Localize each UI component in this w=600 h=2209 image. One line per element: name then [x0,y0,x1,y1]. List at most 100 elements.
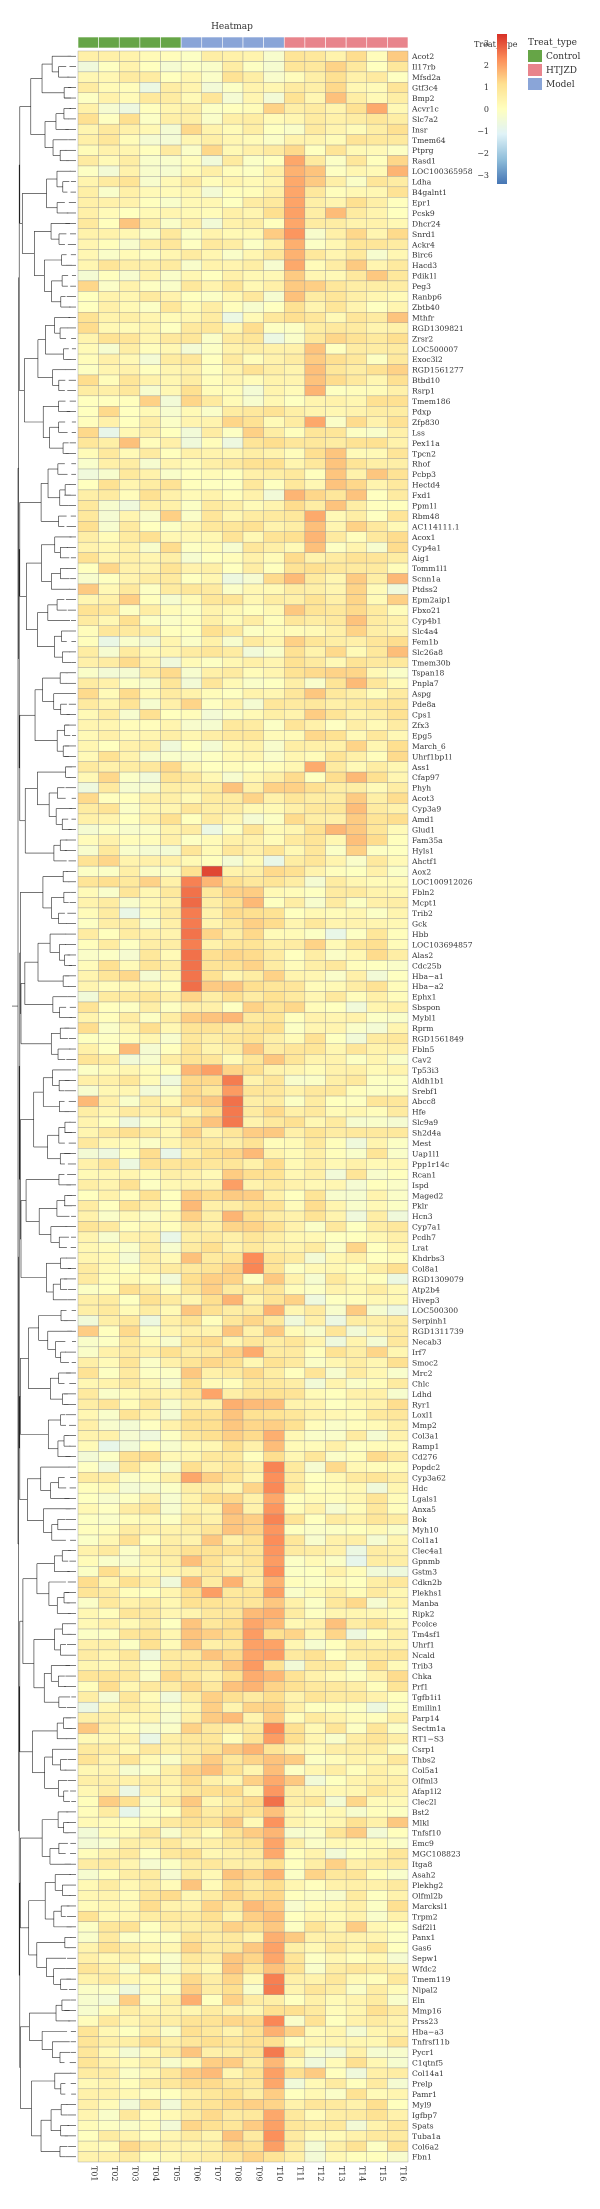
heatmap-cell [119,1994,141,2006]
heatmap-cell [77,82,99,94]
heatmap-cell [366,521,388,532]
heatmap-cell [180,312,202,323]
heatmap-cell [139,1263,161,1274]
heatmap-cell [325,364,347,376]
heatmap-cell [263,134,285,146]
heatmap-cell [119,1566,141,1577]
heatmap-cell [98,1085,120,1097]
heatmap-cell [366,698,388,710]
heatmap-cell [77,1994,99,2006]
heatmap-cell [201,1273,223,1285]
heatmap-cell [325,2151,347,2163]
heatmap-cell [180,1921,202,1933]
heatmap-cell [325,1545,347,1557]
heatmap-cell [325,510,347,522]
heatmap-cell [325,2130,347,2142]
heatmap-cell [366,1074,388,1086]
heatmap-cell [284,1304,306,1316]
heatmap-cell [387,1158,409,1170]
heatmap-cell [180,1764,202,1776]
heatmap-cell [222,2036,244,2048]
heatmap-cell [284,103,306,114]
row-label: Loxl1 [412,1411,433,1420]
heatmap-cell [139,918,161,930]
heatmap-cell [304,656,326,668]
heatmap-cell [284,1033,306,1044]
row-label: RT1−S3 [412,1735,444,1744]
heatmap-cell [222,1722,244,1734]
heatmap-cell [201,2109,223,2121]
heatmap-cell [222,1231,244,1243]
heatmap-cell [160,959,182,971]
row-label: Gstm3 [412,1567,437,1576]
heatmap-cell [139,1440,161,1452]
heatmap-cell [98,1054,120,1065]
heatmap-cell [201,479,223,491]
heatmap-cell [160,1503,182,1515]
heatmap-cell [304,740,326,752]
heatmap-cell [345,385,367,397]
heatmap-cell [387,918,409,930]
heatmap-cell [387,1931,409,1943]
heatmap-cell [284,1085,306,1097]
heatmap-cell [77,1722,99,1734]
heatmap-cell [263,1409,285,1421]
heatmap-cell [98,1273,120,1285]
heatmap-cell [366,1064,388,1076]
heatmap-cell [180,1639,202,1651]
heatmap-cell [284,782,306,794]
heatmap-cell [77,761,99,773]
heatmap-cell [242,1754,264,1766]
heatmap-cell [201,500,223,512]
heatmap-cell [119,1001,141,1013]
heatmap-cell [119,928,141,940]
heatmap-cell [77,2036,99,2048]
heatmap-cell [242,1816,264,1828]
heatmap-cell [201,2099,223,2110]
heatmap-cell [345,280,367,292]
heatmap-cell [345,1012,367,1024]
heatmap-cell [160,1074,182,1086]
heatmap-cell [304,1984,326,1995]
heatmap-cell [139,2130,161,2142]
heatmap-cell [263,395,285,407]
column-label: T02 [110,2166,119,2182]
heatmap-cell [387,2099,409,2110]
heatmap-cell [242,1712,264,1724]
heatmap-cell [119,1085,141,1097]
heatmap-cell [242,1440,264,1452]
heatmap-cell [304,1169,326,1180]
row-label: Myh10 [412,1526,439,1535]
heatmap-cell [304,970,326,982]
heatmap-cell [304,1189,326,1201]
heatmap-cell [387,876,409,888]
heatmap-cell [139,1869,161,1881]
heatmap-cell [263,2057,285,2069]
heatmap-cell [242,646,264,658]
heatmap-cell [98,1263,120,1274]
heatmap-cell [366,343,388,355]
heatmap-cell [77,489,99,501]
heatmap-cell [345,928,367,940]
heatmap-cell [263,1775,285,1786]
heatmap-cell [98,343,120,355]
heatmap-cell [222,521,244,532]
heatmap-cell [160,845,182,856]
heatmap-cell [345,2046,367,2058]
heatmap-cell [201,71,223,83]
heatmap-cell [139,50,161,62]
heatmap-cell [180,2057,202,2069]
heatmap-cell [263,1283,285,1295]
heatmap-cell [77,771,99,783]
heatmap-cell [139,1566,161,1577]
heatmap-cell [304,1095,326,1107]
heatmap-cell [160,50,182,62]
heatmap-cell [345,1033,367,1044]
heatmap-cell [345,1754,367,1766]
row-label: Lss [412,428,425,437]
row-label: Tmem64 [412,136,446,145]
heatmap-cell [284,1179,306,1191]
heatmap-cell [366,1963,388,1975]
heatmap-cell [345,531,367,543]
heatmap-cell [119,406,141,417]
